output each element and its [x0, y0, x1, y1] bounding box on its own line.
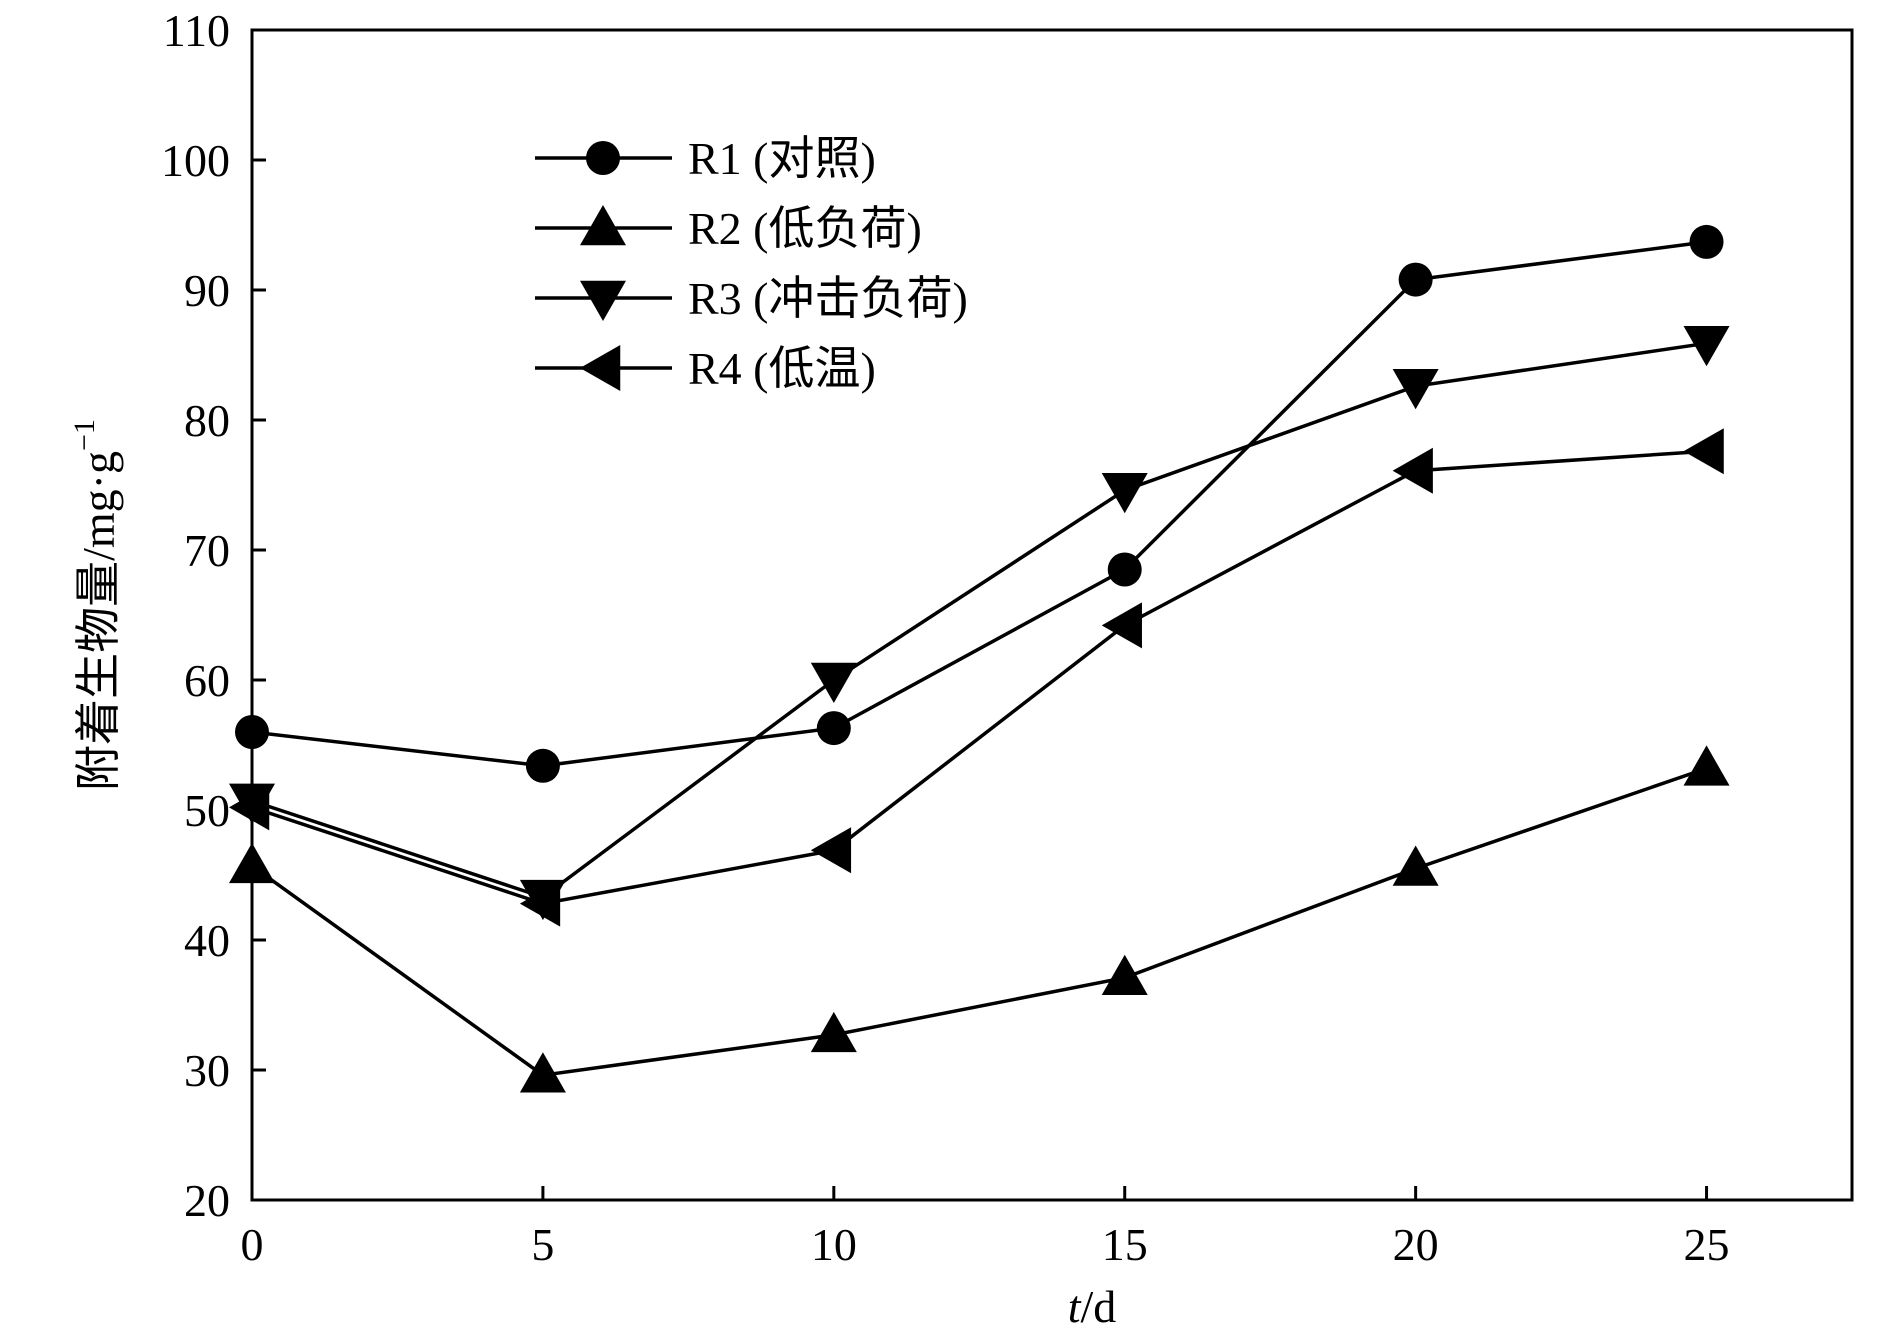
legend-item: R3 (冲击负荷): [535, 273, 968, 324]
legend-item: R1 (对照): [535, 133, 876, 184]
x-tick-label: 0: [241, 1219, 264, 1270]
data-point: [1101, 954, 1148, 995]
y-axis-title: 附着生物量/mg·g−1: [68, 419, 124, 791]
series-1: [235, 224, 1724, 783]
plot-area: [250, 28, 1854, 1202]
series-3: [229, 326, 1730, 921]
series-line: [251, 341, 1707, 900]
data-point: [1683, 326, 1730, 367]
plot-frame: [250, 28, 1854, 1202]
y-tick-label: 40: [184, 915, 230, 966]
data-point: [235, 715, 269, 749]
legend-label: R3 (冲击负荷): [688, 273, 968, 324]
y-tick-label: 100: [161, 135, 230, 186]
series-4: [229, 428, 1724, 927]
series-line: [250, 766, 1708, 1078]
data-point: [810, 1011, 857, 1053]
y-axis-title-main: 附着生物量/mg·g: [73, 451, 124, 791]
x-axis-title-variable: t: [1068, 1281, 1082, 1332]
legend-label: R1 (对照): [688, 133, 876, 184]
y-tick-label: 60: [184, 655, 230, 706]
data-point: [519, 1052, 566, 1093]
data-point: [1101, 602, 1142, 649]
legend: R1 (对照) R2 (低负荷) R3 (冲击负荷) R4 (低温): [535, 133, 968, 394]
x-tick-label: 15: [1102, 1219, 1148, 1270]
y-axis-title-superscript: −1: [68, 419, 101, 451]
data-point: [1683, 428, 1724, 475]
data-point: [229, 784, 270, 831]
x-axis-title-unit: /d: [1081, 1281, 1117, 1332]
series-2: [229, 745, 1730, 1093]
data-point: [1101, 472, 1148, 514]
data-point: [519, 880, 561, 927]
legend-marker: [580, 280, 626, 321]
legend-label: R2 (低负荷): [688, 203, 922, 254]
data-point: [816, 711, 851, 746]
y-tick-label: 30: [184, 1045, 230, 1096]
data-point: [229, 842, 275, 884]
data-point: [1392, 447, 1433, 494]
y-tick-label: 110: [163, 5, 230, 56]
data-point: [1398, 262, 1433, 297]
data-point: [1107, 552, 1142, 587]
legend-item: R4 (低温): [535, 343, 876, 394]
data-point: [1392, 845, 1439, 886]
data-point: [810, 662, 857, 703]
x-tick-label: 25: [1684, 1219, 1730, 1270]
data-point: [525, 748, 560, 783]
legend-marker: [586, 141, 620, 175]
series-layer: [229, 224, 1730, 1093]
legend-marker: [580, 345, 621, 391]
data-point: [1392, 368, 1439, 410]
x-tick-label: 20: [1393, 1219, 1439, 1270]
data-point: [1689, 224, 1724, 259]
data-point: [810, 827, 852, 874]
x-tick-label: 5: [531, 1219, 554, 1270]
y-tick-label: 70: [184, 525, 230, 576]
y-tick-label: 80: [184, 395, 230, 446]
y-tick-label: 90: [184, 265, 230, 316]
x-tick-label: 10: [811, 1219, 857, 1270]
y-tick-label: 50: [184, 785, 230, 836]
axes: 0 5 10 15 20 25 20 30 40 50 60 70 80 90 100 110: [161, 5, 1730, 1270]
x-axis-title: t/d: [1068, 1281, 1117, 1332]
series-line: [251, 240, 1707, 768]
series-line: [251, 449, 1707, 906]
legend-item: R2 (低负荷): [535, 203, 922, 254]
data-point: [1683, 745, 1730, 786]
legend-label: R4 (低温): [688, 343, 876, 394]
legend-marker: [580, 205, 626, 246]
y-tick-label: 20: [184, 1175, 230, 1226]
